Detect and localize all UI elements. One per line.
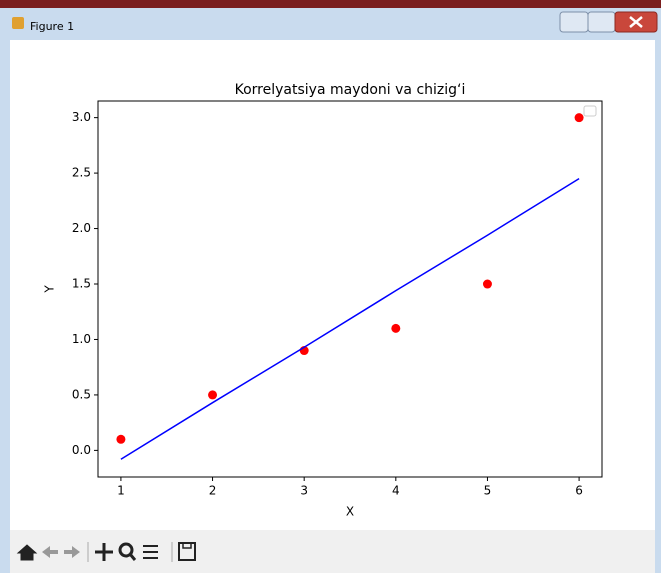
zoom-button[interactable] (118, 542, 134, 558)
figure-canvas (10, 40, 655, 530)
window-title: Figure 1 (30, 20, 74, 33)
close-icon (629, 16, 643, 28)
zoom-handle (128, 553, 137, 561)
scatter-point (391, 323, 401, 333)
x-tick-label: 1 (117, 484, 125, 498)
y-tick-label: 1.0 (72, 332, 91, 346)
forward-button[interactable] (64, 546, 80, 558)
y-tick-label: 0.5 (72, 387, 91, 401)
configure-button[interactable] (143, 545, 158, 559)
home-button[interactable] (16, 544, 38, 561)
x-tick-label: 4 (392, 484, 400, 498)
y-tick-label: 3.0 (72, 110, 91, 124)
minimize-button[interactable] (559, 11, 589, 33)
x-tick-label: 6 (575, 484, 583, 498)
y-tick-label: 0.0 (72, 443, 91, 457)
toolbar (10, 530, 655, 573)
legend (583, 105, 597, 117)
plot-area (97, 100, 603, 478)
desktop-strip (0, 0, 661, 8)
x-tick-label: 5 (484, 484, 492, 498)
scatter-point (116, 434, 126, 444)
regression-line (120, 178, 580, 460)
window-icon (12, 17, 24, 29)
toolbar-icons (16, 542, 196, 562)
x-tick-label: 3 (300, 484, 308, 498)
y-tick-label: 2.0 (72, 221, 91, 235)
x-tick-label: 2 (209, 484, 217, 498)
y-tick-label: 2.5 (72, 166, 91, 180)
back-button[interactable] (42, 546, 58, 558)
save-icon-detail (182, 542, 192, 549)
scatter-point (574, 113, 584, 123)
chart-title: Korrelyatsiya maydoni va chizig‘i (235, 82, 466, 98)
y-axis-label: Y (43, 285, 57, 294)
y-tick-label: 1.5 (72, 277, 91, 291)
scatter-point (482, 279, 492, 289)
scatter-point (208, 390, 218, 400)
maximize-button[interactable] (587, 11, 616, 33)
x-axis-label: X (346, 505, 354, 519)
pan-button[interactable] (95, 543, 113, 561)
